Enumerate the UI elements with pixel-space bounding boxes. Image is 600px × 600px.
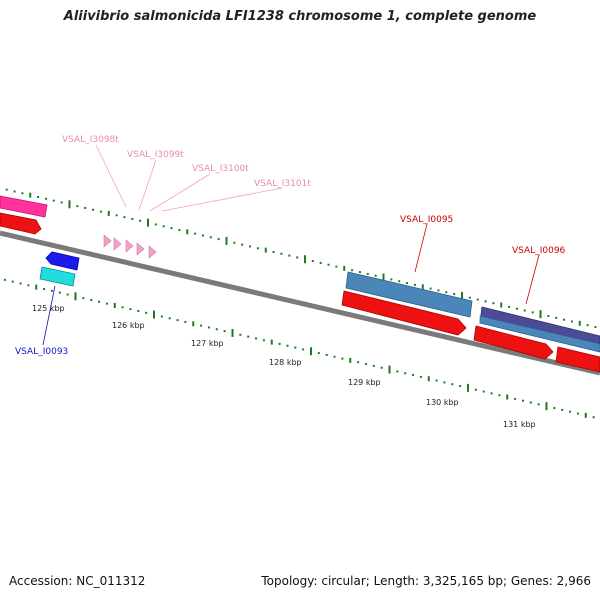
trna-label-3101: VSAL_I3101t	[254, 179, 311, 189]
blue-cds-feature	[45, 251, 80, 271]
cds-label-0096: VSAL_I0096	[512, 246, 566, 256]
kbp-label-126: 126 kbp	[112, 321, 145, 330]
cds-label-0093: VSAL_I0093	[15, 347, 68, 357]
trna-label-3099: VSAL_I3099t	[127, 150, 184, 160]
trna-arrow	[113, 237, 122, 251]
trna-arrow	[125, 239, 134, 253]
red-cds-feature-1	[341, 290, 467, 336]
trna-label-3098: VSAL_I3098t	[62, 135, 119, 145]
steelblue-feature-2	[479, 315, 600, 353]
leader-line	[138, 159, 157, 211]
red-cds-feature-left	[0, 212, 42, 235]
leader-line	[149, 173, 211, 212]
leader-line	[161, 187, 283, 212]
leader-line	[42, 285, 56, 346]
cyan-cds-feature	[39, 266, 76, 287]
leader-line	[525, 254, 540, 305]
inner-tick-marks	[3, 278, 595, 419]
trna-label-3100: VSAL_I3100t	[192, 164, 249, 174]
leader-line	[414, 223, 428, 273]
steelblue-feature-1	[345, 271, 473, 318]
cds-label-0095: VSAL_I0095	[400, 215, 453, 225]
trna-leader-lines	[95, 144, 283, 212]
accession-text: Accession: NC_011312	[9, 574, 146, 588]
kbp-label-129: 129 kbp	[348, 378, 381, 387]
page-title: Aliivibrio salmonicida LFI1238 chromosom…	[63, 9, 537, 24]
kbp-labels: 125 kbp 126 kbp 127 kbp 128 kbp 129 kbp …	[32, 304, 536, 429]
kbp-label-131: 131 kbp	[503, 420, 536, 429]
kbp-label-125: 125 kbp	[32, 304, 65, 313]
magenta-cds-feature	[0, 195, 48, 218]
trna-arrow	[148, 245, 157, 259]
genome-stats-text: Topology: circular; Length: 3,325,165 bp…	[261, 574, 591, 588]
trna-arrow	[136, 242, 145, 256]
kbp-label-127: 127 kbp	[191, 339, 224, 348]
red-cds-feature-2	[473, 325, 554, 360]
trna-arrow	[103, 234, 112, 248]
kbp-label-130: 130 kbp	[426, 398, 459, 407]
trna-features	[103, 234, 157, 259]
kbp-label-128: 128 kbp	[269, 358, 302, 367]
genome-backbone	[0, 230, 600, 376]
red-cds-feature-3	[555, 346, 600, 373]
leader-line	[95, 144, 127, 208]
